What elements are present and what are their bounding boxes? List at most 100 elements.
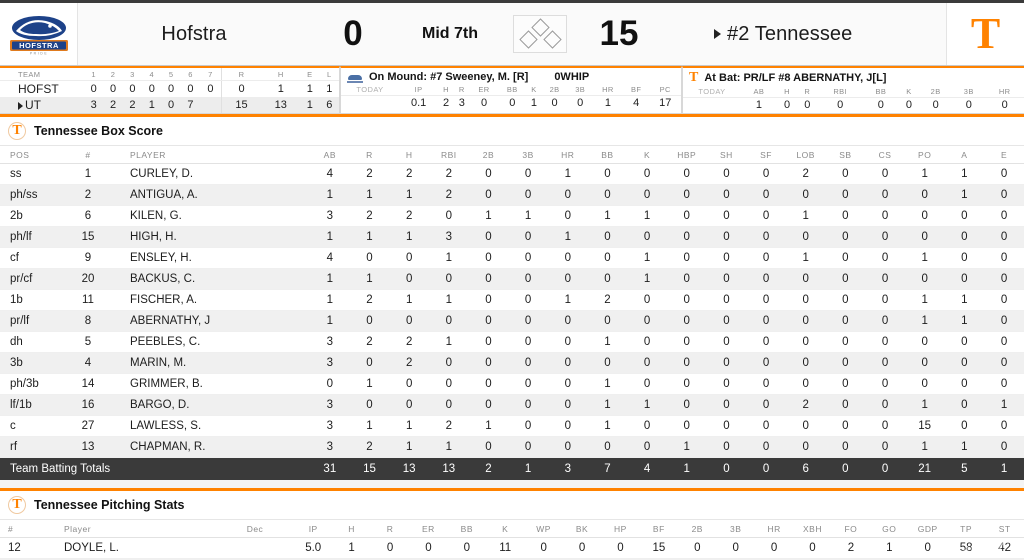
batting-cell-player[interactable]: FISCHER, A. — [110, 289, 310, 311]
batting-cell-player[interactable]: LAWLESS, S. — [110, 415, 310, 437]
batting-cell-rbi: 1 — [428, 247, 469, 269]
linescore-panel: TEAM 1 2 3 4 5 6 7 R H E L — [0, 66, 340, 114]
batting-cell-player[interactable]: HIGH, H. — [110, 226, 310, 248]
pitching-cell-st: 42 — [985, 537, 1024, 559]
batting-cell-ab: 1 — [310, 184, 350, 206]
home-team-logo[interactable]: T — [946, 3, 1024, 65]
pitching-cell-ip: 2.0 — [294, 558, 333, 560]
batting-cell-po: 1 — [904, 247, 945, 269]
table-row[interactable]: 2b 6 KILEN, G. 3 2 2 0 1 1 0 1 1 0 0 0 1 0 0 0 0 0 — [0, 205, 1024, 227]
batting-cell-player[interactable]: ENSLEY, H. — [110, 247, 310, 269]
batting-cell-sf: 0 — [746, 373, 786, 395]
batting-cell-bb: 1 — [587, 331, 628, 353]
batting-cell-e: 0 — [984, 226, 1024, 248]
batting-cell-lob: 0 — [785, 226, 826, 248]
pitching-cell-dec — [216, 537, 294, 559]
batting-cell-cs: 0 — [865, 205, 905, 227]
batting-total-e: 1 — [984, 457, 1024, 480]
batting-total-h: 13 — [389, 457, 429, 480]
batting-cell-player[interactable]: CHAPMAN, R. — [110, 436, 310, 458]
batting-col-r: R — [349, 146, 390, 164]
batting-cell-sb: 0 — [825, 310, 866, 332]
pitching-cell-player[interactable]: FRANKLIN, T. — [36, 558, 216, 560]
batting-cell-player[interactable]: GRIMMER, B. — [110, 373, 310, 395]
batting-cell-player[interactable]: PEEBLES, C. — [110, 331, 310, 353]
batting-cell-po: 0 — [904, 268, 945, 290]
batter-val-bb: 0 — [877, 99, 884, 111]
batting-cell-sh: 0 — [706, 394, 747, 416]
table-row[interactable]: c 27 LAWLESS, S. 3 1 1 2 1 0 0 1 0 0 0 0 0 0 0 15 0 0 — [0, 415, 1024, 437]
away-team-name[interactable]: Hofstra — [161, 22, 227, 45]
batting-cell-bb: 0 — [587, 226, 628, 248]
batting-cell-r: 2 — [349, 436, 390, 458]
batting-cell-sb: 0 — [825, 163, 866, 185]
batting-cell-sb: 0 — [825, 247, 866, 269]
batting-cell-hbp: 0 — [666, 184, 707, 206]
batting-cell-3b: 0 — [508, 289, 548, 311]
batter-val-ab: 1 — [755, 99, 762, 111]
batting-cell-player[interactable]: KILEN, G. — [110, 205, 310, 227]
pitching-cell-h: 0 — [332, 558, 371, 560]
batting-arrow-icon — [18, 101, 23, 110]
table-row[interactable]: 12 DOYLE, L. 5.0 1 0 0 0 11 0 0 0 15 0 0 0 0 2 1 0 58 42 — [0, 537, 1024, 559]
batting-cell-hr: 0 — [547, 310, 588, 332]
batting-cell-hr: 1 — [547, 289, 588, 311]
batting-cell-player[interactable]: BARGO, D. — [110, 394, 310, 416]
away-team-logo[interactable]: HOFSTRA PRIDE — [0, 3, 78, 65]
batting-cell-pos: c — [0, 415, 66, 437]
table-row[interactable]: pr/cf 20 BACKUS, C. 1 1 0 0 0 0 0 0 1 0 0 0 0 0 0 0 0 0 — [0, 268, 1024, 290]
table-row[interactable]: ph/3b 14 GRIMMER, B. 0 1 0 0 0 0 0 1 0 0 0 0 0 0 0 0 0 0 — [0, 373, 1024, 395]
batting-cell-3b: 0 — [508, 331, 548, 353]
batting-cell-rbi: 0 — [428, 394, 469, 416]
current-pitcher-panel[interactable]: On Mound: #7 Sweeney, M. [R] 0WHIP TODAY… — [340, 66, 682, 114]
pitching-cell-bk: 0 — [562, 558, 602, 560]
table-row[interactable]: lf/1b 16 BARGO, D. 3 0 0 0 0 0 0 1 1 0 0 0 2 0 0 1 0 1 — [0, 394, 1024, 416]
table-row[interactable]: cf 9 ENSLEY, H. 4 0 0 1 0 0 0 0 1 0 0 0 1 0 0 1 0 0 — [0, 247, 1024, 269]
batting-cell-bb: 0 — [587, 163, 628, 185]
batting-cell-3b: 0 — [508, 373, 548, 395]
batting-col-pos: POS — [0, 146, 66, 164]
batting-cell-2b: 0 — [468, 373, 509, 395]
table-row[interactable]: 3b 4 MARIN, M. 3 0 2 0 0 0 0 0 0 0 0 0 0 0 0 0 0 0 — [0, 352, 1024, 374]
game-summary-strip: TEAM 1 2 3 4 5 6 7 R H E L — [0, 66, 1024, 114]
pitching-cell-hp: 0 — [601, 537, 640, 559]
batting-cell-pos: ss — [0, 163, 66, 185]
batting-cell-hr: 0 — [547, 415, 588, 437]
batting-cell-ab: 3 — [310, 352, 350, 374]
batting-cell-a: 0 — [944, 331, 985, 353]
batting-cell-cs: 0 — [865, 415, 905, 437]
batting-cell-po: 0 — [904, 226, 945, 248]
batting-cell-player[interactable]: BACKUS, C. — [110, 268, 310, 290]
batting-section-title: T Tennessee Box Score — [0, 117, 1024, 146]
batting-cell-k: 0 — [627, 331, 667, 353]
table-row[interactable]: 50FRANKLIN, T.2.000004001700000113018 — [0, 558, 1024, 560]
table-row[interactable]: 1b 11 FISCHER, A. 1 2 1 1 0 0 1 2 0 0 0 0 0 0 0 1 1 0 — [0, 289, 1024, 311]
table-row[interactable]: ph/lf 15 HIGH, H. 1 1 1 3 0 0 1 0 0 0 0 0 0 0 0 0 0 0 — [0, 226, 1024, 248]
pitching-col-fo: FO — [831, 520, 871, 538]
table-row[interactable]: ss 1 CURLEY, D. 4 2 2 2 0 0 1 0 0 0 0 0 2 0 0 1 1 0 — [0, 163, 1024, 185]
batting-cell-player[interactable]: ANTIGUA, A. — [110, 184, 310, 206]
batting-cell-sb: 0 — [825, 268, 866, 290]
batting-cell-player[interactable]: ABERNATHY, J — [110, 310, 310, 332]
batting-cell-sh: 0 — [706, 247, 747, 269]
pitcher-row-spacer — [341, 96, 399, 111]
batting-cell-e: 0 — [984, 289, 1024, 311]
home-team-name-wrap[interactable]: #2 Tennessee — [662, 3, 946, 65]
batting-cell-2b: 0 — [468, 226, 509, 248]
pitcher-val-pc: 17 — [659, 97, 672, 109]
batter-stats-table: TODAY AB H R RBI BB K 2B 3B HR — [683, 86, 1024, 112]
current-batter-panel[interactable]: T At Bat: PR/LF #8 ABERNATHY, J[L] TODAY… — [682, 66, 1024, 114]
batting-cell-player[interactable]: CURLEY, D. — [110, 163, 310, 185]
batting-cell-r: 0 — [349, 394, 390, 416]
table-row[interactable]: rf 13 CHAPMAN, R. 3 2 1 1 0 0 0 0 0 1 0 0 0 0 0 1 1 0 — [0, 436, 1024, 458]
pitching-cell-3b: 0 — [716, 537, 755, 559]
pitching-cell-player[interactable]: DOYLE, L. — [36, 537, 216, 559]
batter-val-h: 0 — [783, 99, 791, 111]
batting-cell-pos: dh — [0, 331, 66, 353]
pitcher-col-k: K — [526, 84, 542, 96]
batting-cell-player[interactable]: MARIN, M. — [110, 352, 310, 374]
batting-cell-cs: 0 — [865, 436, 905, 458]
table-row[interactable]: dh 5 PEEBLES, C. 3 2 2 1 0 0 0 1 0 0 0 0 0 0 0 0 0 0 — [0, 331, 1024, 353]
table-row[interactable]: ph/ss 2 ANTIGUA, A. 1 1 1 2 0 0 0 0 0 0 0 0 0 0 0 0 1 0 — [0, 184, 1024, 206]
